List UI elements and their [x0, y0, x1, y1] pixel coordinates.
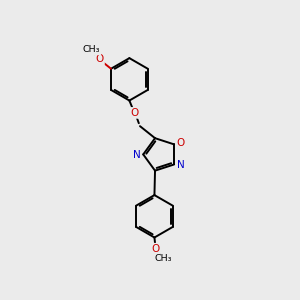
Text: CH₃: CH₃ [83, 45, 100, 54]
Text: O: O [96, 54, 104, 64]
Text: CH₃: CH₃ [154, 254, 172, 263]
Text: O: O [130, 108, 139, 118]
Text: N: N [133, 150, 141, 160]
Text: O: O [152, 244, 160, 254]
Text: O: O [176, 138, 185, 148]
Text: N: N [177, 160, 184, 170]
